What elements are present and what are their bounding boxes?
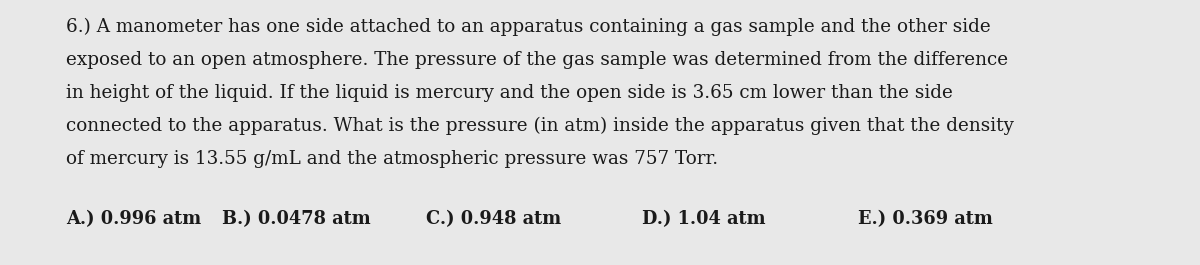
Text: exposed to an open atmosphere. The pressure of the gas sample was determined fro: exposed to an open atmosphere. The press… [66,51,1008,69]
Text: connected to the apparatus. What is the pressure (in atm) inside the apparatus g: connected to the apparatus. What is the … [66,117,1014,135]
Text: A.) 0.996 atm: A.) 0.996 atm [66,210,202,228]
Text: of mercury is 13.55 g/mL and the atmospheric pressure was 757 Torr.: of mercury is 13.55 g/mL and the atmosph… [66,150,718,168]
Text: B.) 0.0478 atm: B.) 0.0478 atm [222,210,371,228]
Text: C.) 0.948 atm: C.) 0.948 atm [426,210,562,228]
Text: E.) 0.369 atm: E.) 0.369 atm [858,210,992,228]
Text: 6.) A manometer has one side attached to an apparatus containing a gas sample an: 6.) A manometer has one side attached to… [66,18,991,36]
Text: in height of the liquid. If the liquid is mercury and the open side is 3.65 cm l: in height of the liquid. If the liquid i… [66,84,953,102]
Text: D.) 1.04 atm: D.) 1.04 atm [642,210,766,228]
